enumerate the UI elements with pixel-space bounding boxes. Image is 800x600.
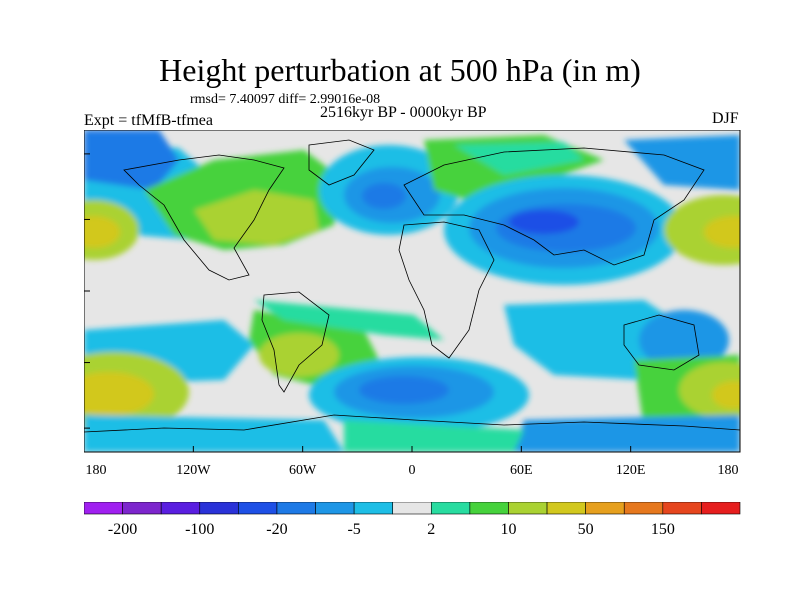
colorbar: -200 -100 -20 -5 2 10 50 150 [84,502,741,538]
period-label: 2516kyr BP - 0000kyr BP [320,104,487,121]
colorbar-label: -5 [347,521,360,538]
colorbar-swatch [508,502,548,515]
longitude-label: 180 [86,463,107,478]
colorbar-label: 50 [578,521,594,538]
colorbar-swatch [276,502,316,515]
colorbar-swatch [160,502,201,515]
coastline-australia [623,314,700,371]
colorbar-swatch [546,502,586,515]
colorbar-swatch [315,502,355,515]
coastline-south-america [261,291,330,393]
longitude-label: 120W [176,463,211,478]
longitude-label: 120E [616,463,646,478]
season-label: DJF [712,110,739,127]
colorbar-swatch [84,502,123,515]
colorbar-label: -20 [266,521,287,538]
experiment-label: Expt = tfMfB-tfmea [84,112,213,129]
colorbar-swatch [392,502,432,515]
colorbar-swatch [199,502,239,515]
colorbar-label: 10 [500,521,516,538]
colorbar-swatch [585,502,625,515]
coastline-north-america [123,154,285,281]
colorbar-swatch [122,502,162,515]
longitude-label: 60E [510,463,533,478]
colorbar-swatch [623,502,664,515]
anomaly-field [84,130,740,452]
anomaly-map: 80N40N040S80S 180 120W 60W 0 60E 120E 180 [84,130,741,478]
coastline-greenland [308,139,375,186]
colorbar-swatch [469,502,509,515]
coastline-africa [398,221,495,359]
coastlines [84,139,740,433]
colorbar-swatch [238,502,278,515]
stats-line: rmsd= 7.40097 diff= 2.99016e-08 [190,92,381,107]
latitude-axis: 80N40N040S80S [84,153,90,429]
colorbar-swatch [662,502,702,515]
coastline-eurasia [403,147,705,266]
colorbar-swatches [84,502,741,515]
colorbar-label: -200 [108,521,137,538]
map-title: Height perturbation at 500 hPa (in m) [159,52,641,88]
longitude-label: 180 [718,463,739,478]
longitude-label: 60W [289,463,317,478]
colorbar-swatch [701,502,741,515]
colorbar-labels: -200 -100 -20 -5 2 10 50 150 [108,521,675,538]
longitude-axis: 180 120W 60W 0 60E 120E 180 [84,446,741,478]
colorbar-label: 2 [427,521,435,538]
coastline-antarctica [84,414,740,433]
colorbar-label: -100 [185,521,214,538]
colorbar-swatch [430,502,471,515]
colorbar-label: 150 [651,521,675,538]
longitude-label: 0 [409,463,416,478]
colorbar-swatch [353,502,394,515]
